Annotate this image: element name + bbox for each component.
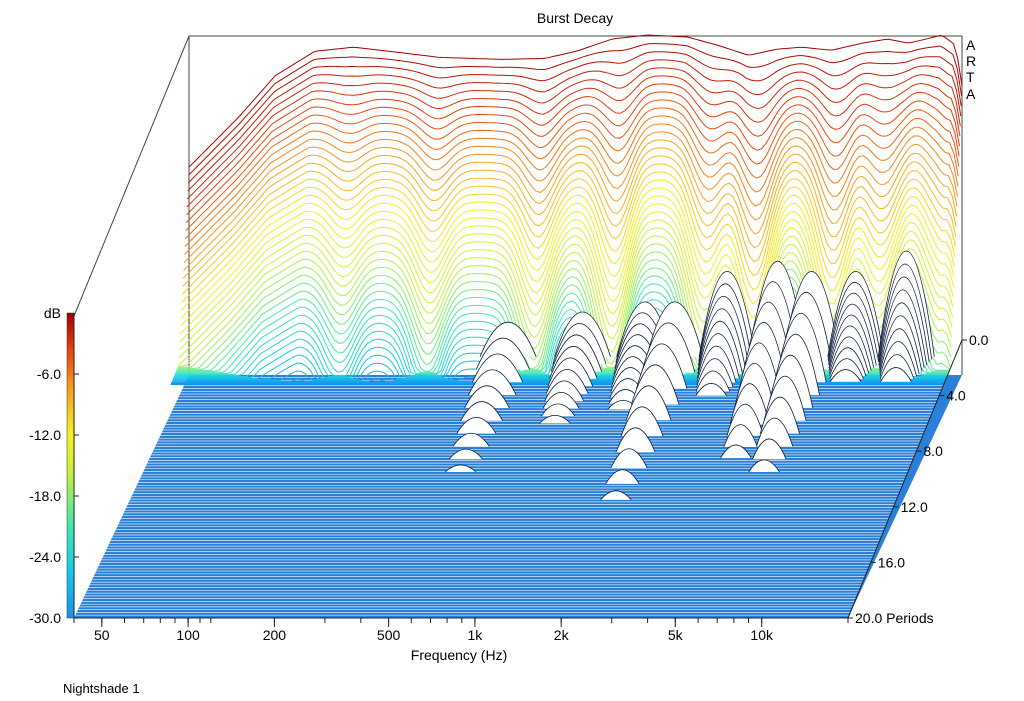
resonance-ridge: [756, 417, 794, 447]
decay-slice-line: [186, 67, 961, 200]
decay-slice-line: [184, 123, 958, 255]
decay-slice-line: [186, 83, 960, 216]
decay-slice-line: [183, 139, 958, 271]
decay-slice-line: [181, 163, 956, 295]
y-tick-label: -6.0: [37, 366, 61, 382]
y-axis-ticks: -6.0 -12.0 -18.0 -24.0 -30.0: [29, 366, 79, 626]
x-tick-label: 50: [94, 627, 110, 643]
resonance-ridge: [752, 438, 787, 460]
decay-slice-line: [182, 147, 957, 279]
period-axis-line: [847, 339, 963, 619]
decay-slice-line: [185, 91, 960, 224]
resonance-ridge: [540, 403, 576, 417]
period-tick-label: 12.0: [901, 499, 928, 515]
resonance-ridge: [460, 401, 504, 421]
resonance-ridge: [452, 432, 490, 447]
x-tick-label: 5k: [668, 627, 684, 643]
decay-slice-line: [181, 171, 956, 303]
resonance-ridge: [448, 448, 484, 460]
period-tick-label: 16.0: [878, 554, 905, 570]
resonance-ridge: [880, 367, 912, 382]
side-diagonal: [73, 35, 190, 317]
resonance-ridge: [456, 417, 497, 434]
back-box: [73, 35, 963, 375]
x-tick-label: 1k: [468, 627, 484, 643]
colorbar: [66, 312, 75, 619]
x-tick-label: 500: [377, 627, 401, 643]
brand-letter-a1: A: [966, 37, 976, 53]
resonance-ridge: [829, 369, 862, 382]
colorbar-scale: [66, 312, 75, 619]
period-tick-label: 20.0 Periods: [855, 610, 934, 626]
period-tick-label: 0.0: [969, 332, 989, 348]
decay-slice-line: [181, 179, 955, 311]
resonance-ridge: [539, 414, 571, 424]
y-tick-label: -24.0: [29, 549, 61, 565]
resonance-ridge: [610, 448, 648, 469]
decay-slice-line: [188, 34, 963, 168]
decay-slice-line: [186, 75, 961, 208]
decay-slice-line: [188, 43, 963, 176]
y-axis-label: dB: [44, 305, 61, 321]
x-axis-label: Frequency (Hz): [411, 647, 507, 663]
resonance-ridge: [600, 490, 632, 501]
decay-slice-line: [184, 107, 959, 240]
decay-slice-line: [185, 99, 960, 232]
resonance-ridge: [720, 444, 752, 459]
x-tick-label: 100: [176, 627, 200, 643]
resonance-ridge: [615, 427, 656, 453]
decay-slice-line: [182, 155, 957, 287]
brand-letter-a2: A: [966, 86, 976, 102]
brand-letter-t: T: [966, 69, 975, 85]
x-tick-label: 200: [263, 627, 287, 643]
y-tick-label: -12.0: [29, 427, 61, 443]
resonance-ridge: [723, 424, 758, 448]
decay-slice-line: [184, 115, 959, 247]
resonance-ridge: [695, 383, 727, 396]
chart-title: Burst Decay: [537, 10, 613, 26]
y-tick-label: -30.0: [29, 610, 61, 626]
decay-slice-line: [187, 59, 962, 192]
x-axis: 50 100 200 500 1k 2k 5k 10k: [73, 617, 849, 643]
footer-label: Nightshade 1: [63, 681, 140, 696]
brand-letter-r: R: [966, 53, 976, 69]
decay-floor: [74, 357, 962, 619]
resonance-ridge: [542, 392, 580, 409]
y-tick-label: -18.0: [29, 488, 61, 504]
resonance-peaks: [444, 250, 935, 501]
period-tick-label: 8.0: [923, 443, 943, 459]
x-tick-label: 10k: [750, 627, 774, 643]
resonance-ridge: [444, 464, 477, 473]
brand-letters: A R T A: [966, 37, 976, 102]
resonance-ridge: [748, 459, 780, 473]
period-axis: 0.0 4.0 8.0 12.0 16.0 20.0 Periods: [847, 332, 989, 626]
decay-slice-line: [183, 131, 958, 263]
resonance-ridge: [464, 385, 510, 409]
decay-slice-line: [187, 51, 962, 184]
period-tick-label: 4.0: [946, 388, 966, 404]
resonance-ridge: [605, 469, 640, 485]
x-tick-label: 2k: [554, 627, 570, 643]
